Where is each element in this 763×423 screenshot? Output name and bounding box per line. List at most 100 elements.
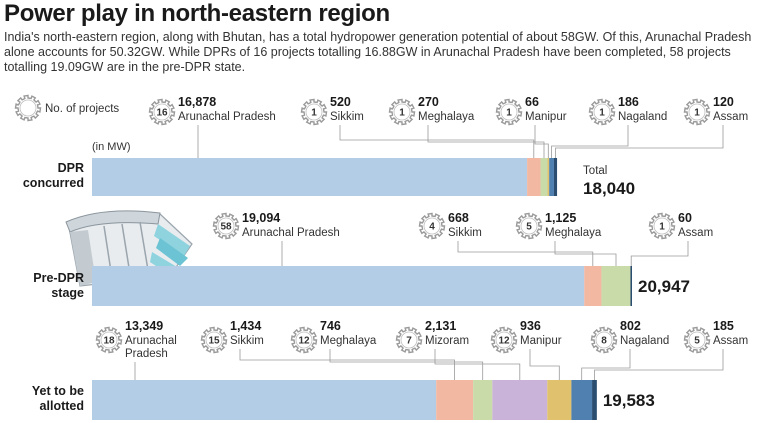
projects-gear-icon: 1 bbox=[683, 98, 711, 126]
bar-segment-arunachal-pradesh bbox=[92, 266, 585, 306]
projects-gear-icon: 7 bbox=[395, 326, 423, 354]
svg-text:1: 1 bbox=[659, 222, 665, 233]
projects-gear-icon: 8 bbox=[590, 326, 618, 354]
projects-gear-icon: 18 bbox=[95, 326, 123, 354]
leader-line bbox=[554, 241, 617, 266]
svg-text:4: 4 bbox=[429, 222, 435, 233]
total-value: 20,947 bbox=[638, 277, 690, 296]
projects-gear-icon: 15 bbox=[200, 326, 228, 354]
svg-text:5: 5 bbox=[694, 336, 700, 347]
segment-state: Meghalaya bbox=[418, 111, 475, 123]
bar-segment-sikkim bbox=[527, 158, 541, 196]
legend-label: No. of projects bbox=[45, 103, 119, 115]
total-caption: Total bbox=[583, 165, 607, 177]
total-value: 18,040 bbox=[583, 179, 635, 198]
projects-legend: No. of projects bbox=[14, 94, 119, 122]
leader-line bbox=[457, 241, 594, 266]
segment-value: 1,125 bbox=[545, 211, 576, 225]
leader-line bbox=[555, 125, 724, 158]
segment-value: 520 bbox=[330, 95, 351, 109]
segment-value: 13,349 bbox=[125, 319, 163, 333]
segment-state: Arunachal Pradesh bbox=[242, 227, 340, 239]
projects-gear-icon: 5 bbox=[683, 326, 711, 354]
bar-segment-nagaland bbox=[571, 380, 593, 420]
svg-text:7: 7 bbox=[406, 336, 412, 347]
segment-value: 802 bbox=[620, 319, 641, 333]
svg-text:16: 16 bbox=[156, 108, 168, 119]
leader-line bbox=[529, 349, 560, 380]
stage-label: Yet to be allotted bbox=[32, 384, 84, 413]
segment-value: 16,878 bbox=[178, 95, 216, 109]
bar-segment-assam bbox=[630, 266, 632, 306]
bar-segment-assam bbox=[553, 158, 558, 196]
segment-state: Sikkim bbox=[448, 227, 482, 239]
segment-value: 668 bbox=[448, 211, 469, 225]
svg-text:58: 58 bbox=[220, 222, 232, 233]
svg-text:12: 12 bbox=[298, 336, 310, 347]
stage-label: DPR concurred bbox=[23, 161, 84, 190]
svg-text:18: 18 bbox=[103, 336, 115, 347]
svg-text:1: 1 bbox=[599, 108, 605, 119]
bar-segment-manipur bbox=[547, 380, 572, 420]
svg-text:8: 8 bbox=[601, 336, 607, 347]
segment-state: Arunachal Pradesh bbox=[178, 111, 276, 123]
projects-gear-icon: 1 bbox=[648, 212, 676, 240]
projects-gear-icon: 4 bbox=[418, 212, 446, 240]
segment-value: 2,131 bbox=[425, 319, 456, 333]
segment-state: Meghalaya bbox=[545, 227, 602, 239]
bar-segment-meghalaya bbox=[601, 266, 631, 306]
projects-gear-icon: 1 bbox=[588, 98, 616, 126]
svg-text:12: 12 bbox=[498, 336, 510, 347]
segment-state: Sikkim bbox=[230, 335, 264, 347]
segment-value: 1,434 bbox=[230, 319, 261, 333]
leader-line bbox=[594, 349, 724, 380]
intro-text: India's north-eastern region, along with… bbox=[4, 30, 752, 74]
leader-line bbox=[581, 349, 631, 380]
leader-line bbox=[339, 125, 535, 158]
segment-value: 746 bbox=[320, 319, 341, 333]
bar-segment-sikkim bbox=[436, 380, 474, 420]
bar-segment-nagaland bbox=[549, 158, 554, 196]
leader-line bbox=[630, 241, 689, 266]
leader-line bbox=[239, 349, 455, 380]
segment-state: Sikkim bbox=[330, 111, 364, 123]
bar-segment-manipur bbox=[547, 158, 550, 196]
segment-state: Assam bbox=[713, 111, 748, 123]
segment-value: 19,094 bbox=[242, 211, 280, 225]
segment-value: 270 bbox=[418, 95, 439, 109]
segment-state: Mizoram bbox=[425, 335, 469, 347]
projects-gear-icon: 58 bbox=[212, 212, 240, 240]
bar-segment-mizoram bbox=[492, 380, 548, 420]
segment-state: Nagaland bbox=[620, 335, 669, 347]
segment-state: Assam bbox=[678, 227, 713, 239]
bar-segment-sikkim bbox=[584, 266, 602, 306]
svg-text:15: 15 bbox=[208, 336, 220, 347]
segment-state: Nagaland bbox=[618, 111, 667, 123]
svg-text:1: 1 bbox=[311, 108, 317, 119]
stage-yet-to-be-allotted: Yet to be allotted 19,583 18 13,349 Arunachal… bbox=[32, 319, 748, 420]
stage-label: Pre-DPR stage bbox=[33, 271, 84, 300]
segment-value: 120 bbox=[713, 95, 734, 109]
legend-gear-icon bbox=[14, 94, 42, 122]
bar-segment-arunachal-pradesh bbox=[92, 380, 437, 420]
svg-text:1: 1 bbox=[506, 108, 512, 119]
bar-segment-meghalaya bbox=[473, 380, 493, 420]
segment-state: Assam bbox=[713, 335, 748, 347]
leader-line bbox=[434, 349, 521, 380]
bar-segment-meghalaya bbox=[540, 158, 548, 196]
projects-gear-icon: 1 bbox=[495, 98, 523, 126]
segment-value: 66 bbox=[525, 95, 539, 109]
unit-text: (in MW) bbox=[92, 141, 131, 153]
chart-title: Power play in north-eastern region bbox=[4, 0, 390, 27]
leader-line bbox=[551, 125, 629, 158]
bar-segment-arunachal-pradesh bbox=[92, 158, 528, 196]
bar-segment-assam bbox=[592, 380, 597, 420]
segment-state: Manipur bbox=[520, 335, 562, 347]
segment-value: 186 bbox=[618, 95, 639, 109]
svg-text:1: 1 bbox=[399, 108, 405, 119]
leader-line bbox=[534, 125, 549, 158]
segment-value: 60 bbox=[678, 211, 692, 225]
svg-text:5: 5 bbox=[526, 222, 532, 233]
projects-gear-icon: 12 bbox=[290, 326, 318, 354]
